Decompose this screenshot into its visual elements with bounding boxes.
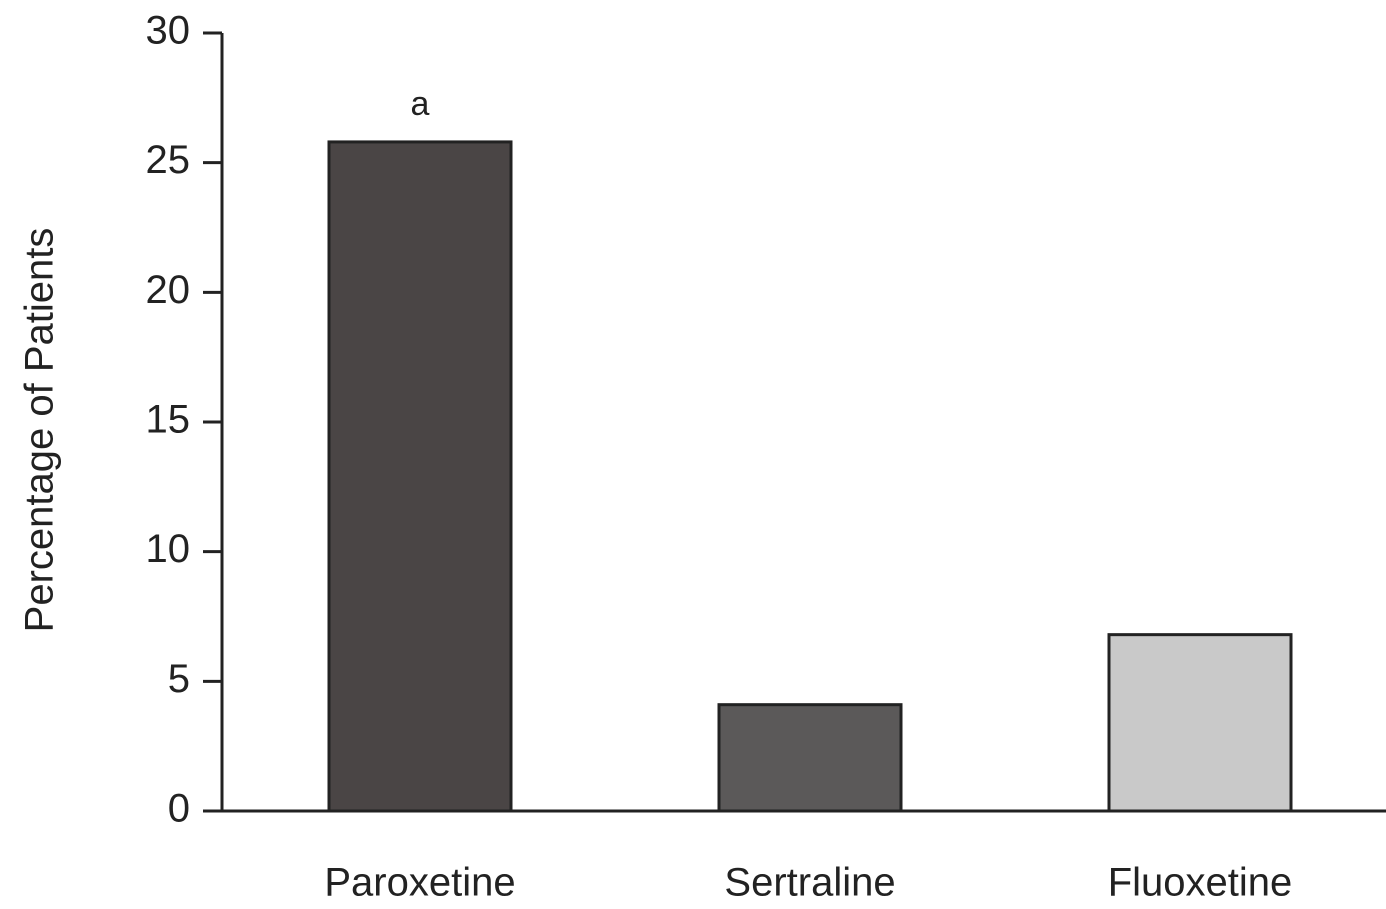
bar [327,140,513,813]
y-tick-label: 20 [146,268,191,312]
y-tick-label: 15 [146,398,191,442]
y-tick-label: 25 [146,138,191,182]
y-tick-label: 30 [146,9,191,53]
y-axis-label: Percentage of Patients [18,228,62,633]
x-tick-label: Fluoxetine [1108,861,1293,905]
annotation: a [411,85,430,123]
bar [1107,633,1293,813]
x-tick-label: Sertraline [724,861,895,905]
y-tick-label: 5 [168,657,190,701]
bar [717,703,903,813]
y-tick-label: 10 [146,527,191,571]
x-tick-label: Paroxetine [324,861,515,905]
y-tick-label: 0 [168,787,190,831]
